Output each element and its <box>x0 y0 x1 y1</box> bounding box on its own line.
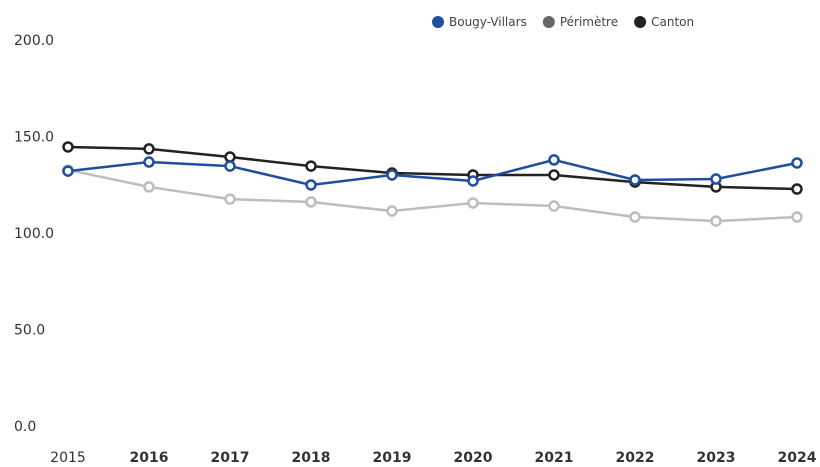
data-point <box>548 169 560 181</box>
legend-label: Périmètre <box>560 15 618 29</box>
data-point <box>305 179 317 191</box>
legend-label: Bougy-Villars <box>449 15 527 29</box>
x-tick-label: 2015 <box>50 450 86 466</box>
data-point <box>386 169 398 181</box>
data-point <box>791 211 803 223</box>
legend-item: Bougy-Villars <box>432 15 527 29</box>
data-point <box>791 183 803 195</box>
series-line <box>67 168 798 223</box>
data-point <box>143 181 155 193</box>
data-point <box>791 157 803 169</box>
legend-marker <box>542 16 555 28</box>
data-point <box>305 160 317 172</box>
legend-marker <box>634 16 647 28</box>
series-line <box>67 158 798 187</box>
x-tick-label: 2024 <box>778 450 817 466</box>
data-point <box>467 175 479 187</box>
legend-item: Périmètre <box>542 15 618 29</box>
data-point <box>305 196 317 208</box>
data-point <box>62 141 74 153</box>
y-tick-label: 0.0 <box>14 419 36 435</box>
data-point <box>629 174 641 186</box>
y-tick-label: 200.0 <box>14 33 54 49</box>
data-point <box>710 215 722 227</box>
x-tick-label: 2023 <box>697 450 736 466</box>
x-tick-label: 2020 <box>454 450 493 466</box>
data-point <box>548 154 560 166</box>
legend-item: Canton <box>634 15 694 29</box>
data-point <box>143 156 155 168</box>
x-tick-label: 2016 <box>130 450 169 466</box>
x-tick-label: 2018 <box>292 450 331 466</box>
x-tick-label: 2022 <box>616 450 655 466</box>
legend-marker <box>432 16 444 28</box>
data-point <box>224 193 236 205</box>
y-tick-label: 150.0 <box>14 130 54 146</box>
data-point <box>386 205 398 217</box>
data-point <box>710 173 722 185</box>
legend-label: Canton <box>651 15 694 29</box>
data-point <box>467 197 479 209</box>
data-point <box>62 165 74 177</box>
data-point <box>629 211 641 223</box>
data-point <box>143 143 155 155</box>
series-line <box>67 145 798 191</box>
y-tick-label: 100.0 <box>14 226 54 242</box>
x-tick-label: 2017 <box>211 450 250 466</box>
x-tick-label: 2019 <box>373 450 412 466</box>
data-point <box>548 200 560 212</box>
x-tick-label: 2021 <box>535 450 574 466</box>
y-tick-label: 50.0 <box>14 323 45 339</box>
data-point <box>224 160 236 172</box>
data-point <box>224 151 236 163</box>
